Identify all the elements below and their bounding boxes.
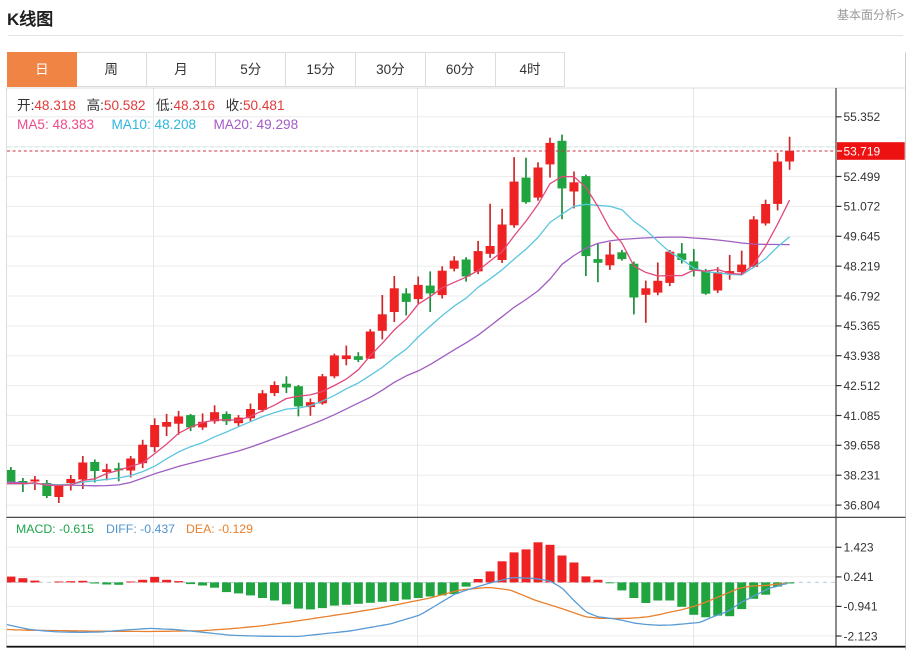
svg-text:DIFF: -0.437: DIFF: -0.437	[106, 522, 175, 536]
svg-text:55.352: 55.352	[844, 110, 881, 124]
svg-text:-0.941: -0.941	[844, 600, 878, 614]
svg-text:51.072: 51.072	[844, 200, 881, 214]
svg-text:53.719: 53.719	[844, 144, 881, 158]
svg-text:48.219: 48.219	[844, 260, 881, 274]
svg-text:-2.123: -2.123	[844, 629, 878, 643]
svg-text:1.423: 1.423	[844, 541, 874, 555]
svg-text:52.499: 52.499	[844, 170, 881, 184]
svg-text:46.792: 46.792	[844, 289, 881, 303]
svg-text:45.365: 45.365	[844, 319, 881, 333]
svg-text:43.938: 43.938	[844, 349, 881, 363]
svg-text:0.241: 0.241	[844, 570, 874, 584]
svg-text:开:48.318 高:50.582 低:48.316: 开:48.318 高:50.582 低:48.316 收:50.481	[17, 97, 285, 113]
svg-text:MA5: 48.383 MA10: 48.208 MA2: MA5: 48.383 MA10: 48.208 MA20: 49.298	[17, 117, 298, 132]
svg-text:DEA: -0.129: DEA: -0.129	[186, 522, 253, 536]
svg-text:38.231: 38.231	[844, 469, 881, 483]
svg-text:41.085: 41.085	[844, 409, 881, 423]
svg-text:36.804: 36.804	[844, 498, 881, 512]
svg-text:MACD: -0.615: MACD: -0.615	[16, 522, 94, 536]
svg-text:42.512: 42.512	[844, 379, 881, 393]
svg-text:49.645: 49.645	[844, 230, 881, 244]
svg-text:39.658: 39.658	[844, 439, 881, 453]
